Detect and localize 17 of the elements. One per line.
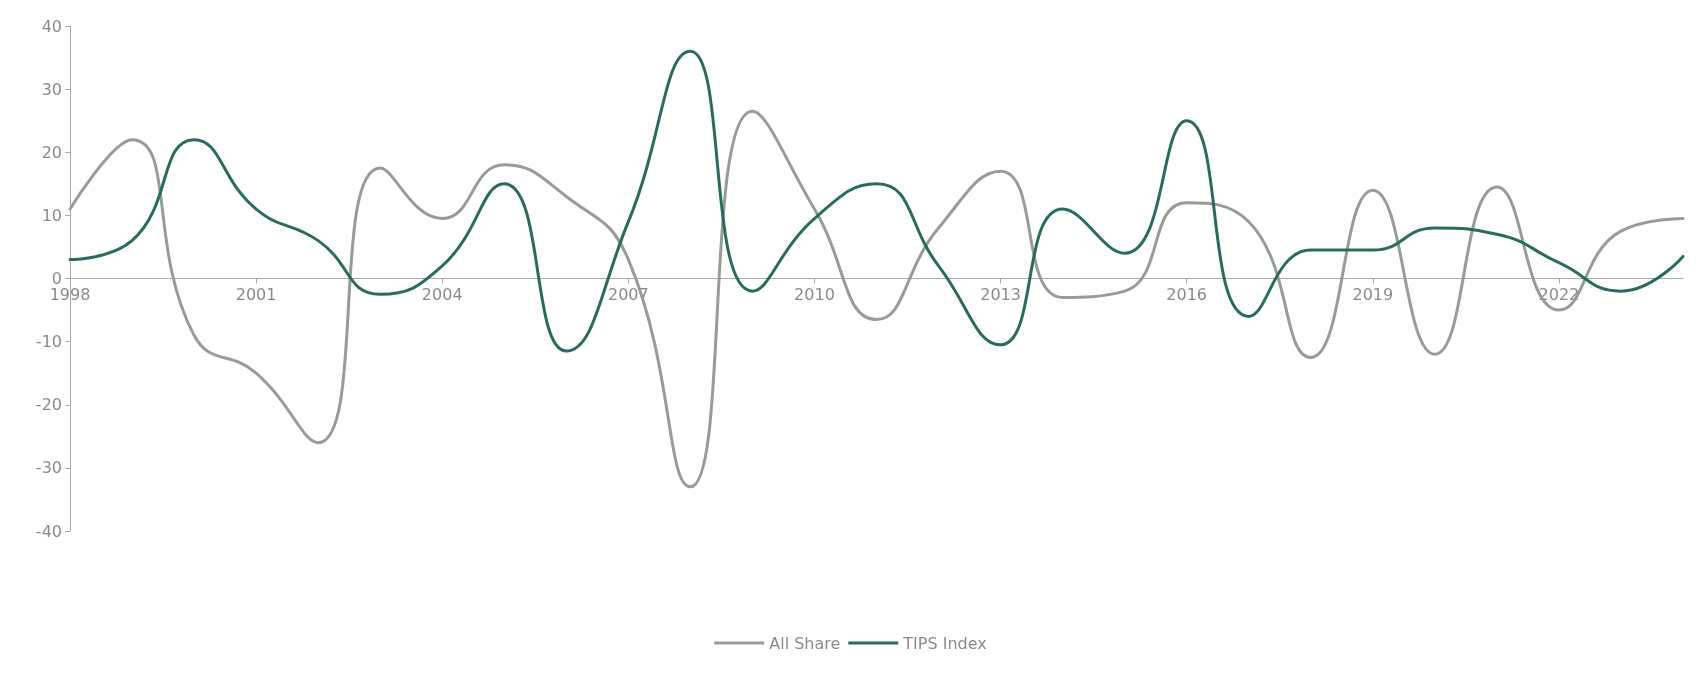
- y-tick-label: -10: [35, 332, 62, 352]
- x-tick-label: 2019: [1352, 285, 1394, 304]
- x-tick-label: 2004: [421, 285, 463, 304]
- y-tick-label: 10: [41, 205, 62, 225]
- x-tick-label: 2013: [980, 285, 1021, 304]
- x-tick-label: 2001: [235, 285, 277, 304]
- y-tick-label: 0: [51, 269, 62, 288]
- x-tick-label: 2016: [1166, 285, 1208, 304]
- y-tick-label: -30: [35, 458, 62, 478]
- y-tick-label: -20: [35, 395, 62, 415]
- y-tick-label: -40: [35, 521, 62, 541]
- legend-label: All Share: [769, 633, 841, 653]
- y-tick-label: 40: [41, 16, 62, 36]
- legend-label: TIPS Index: [902, 633, 987, 653]
- y-tick-label: 30: [41, 79, 62, 99]
- x-tick-label: 2010: [794, 285, 835, 304]
- y-tick-label: 20: [41, 142, 62, 162]
